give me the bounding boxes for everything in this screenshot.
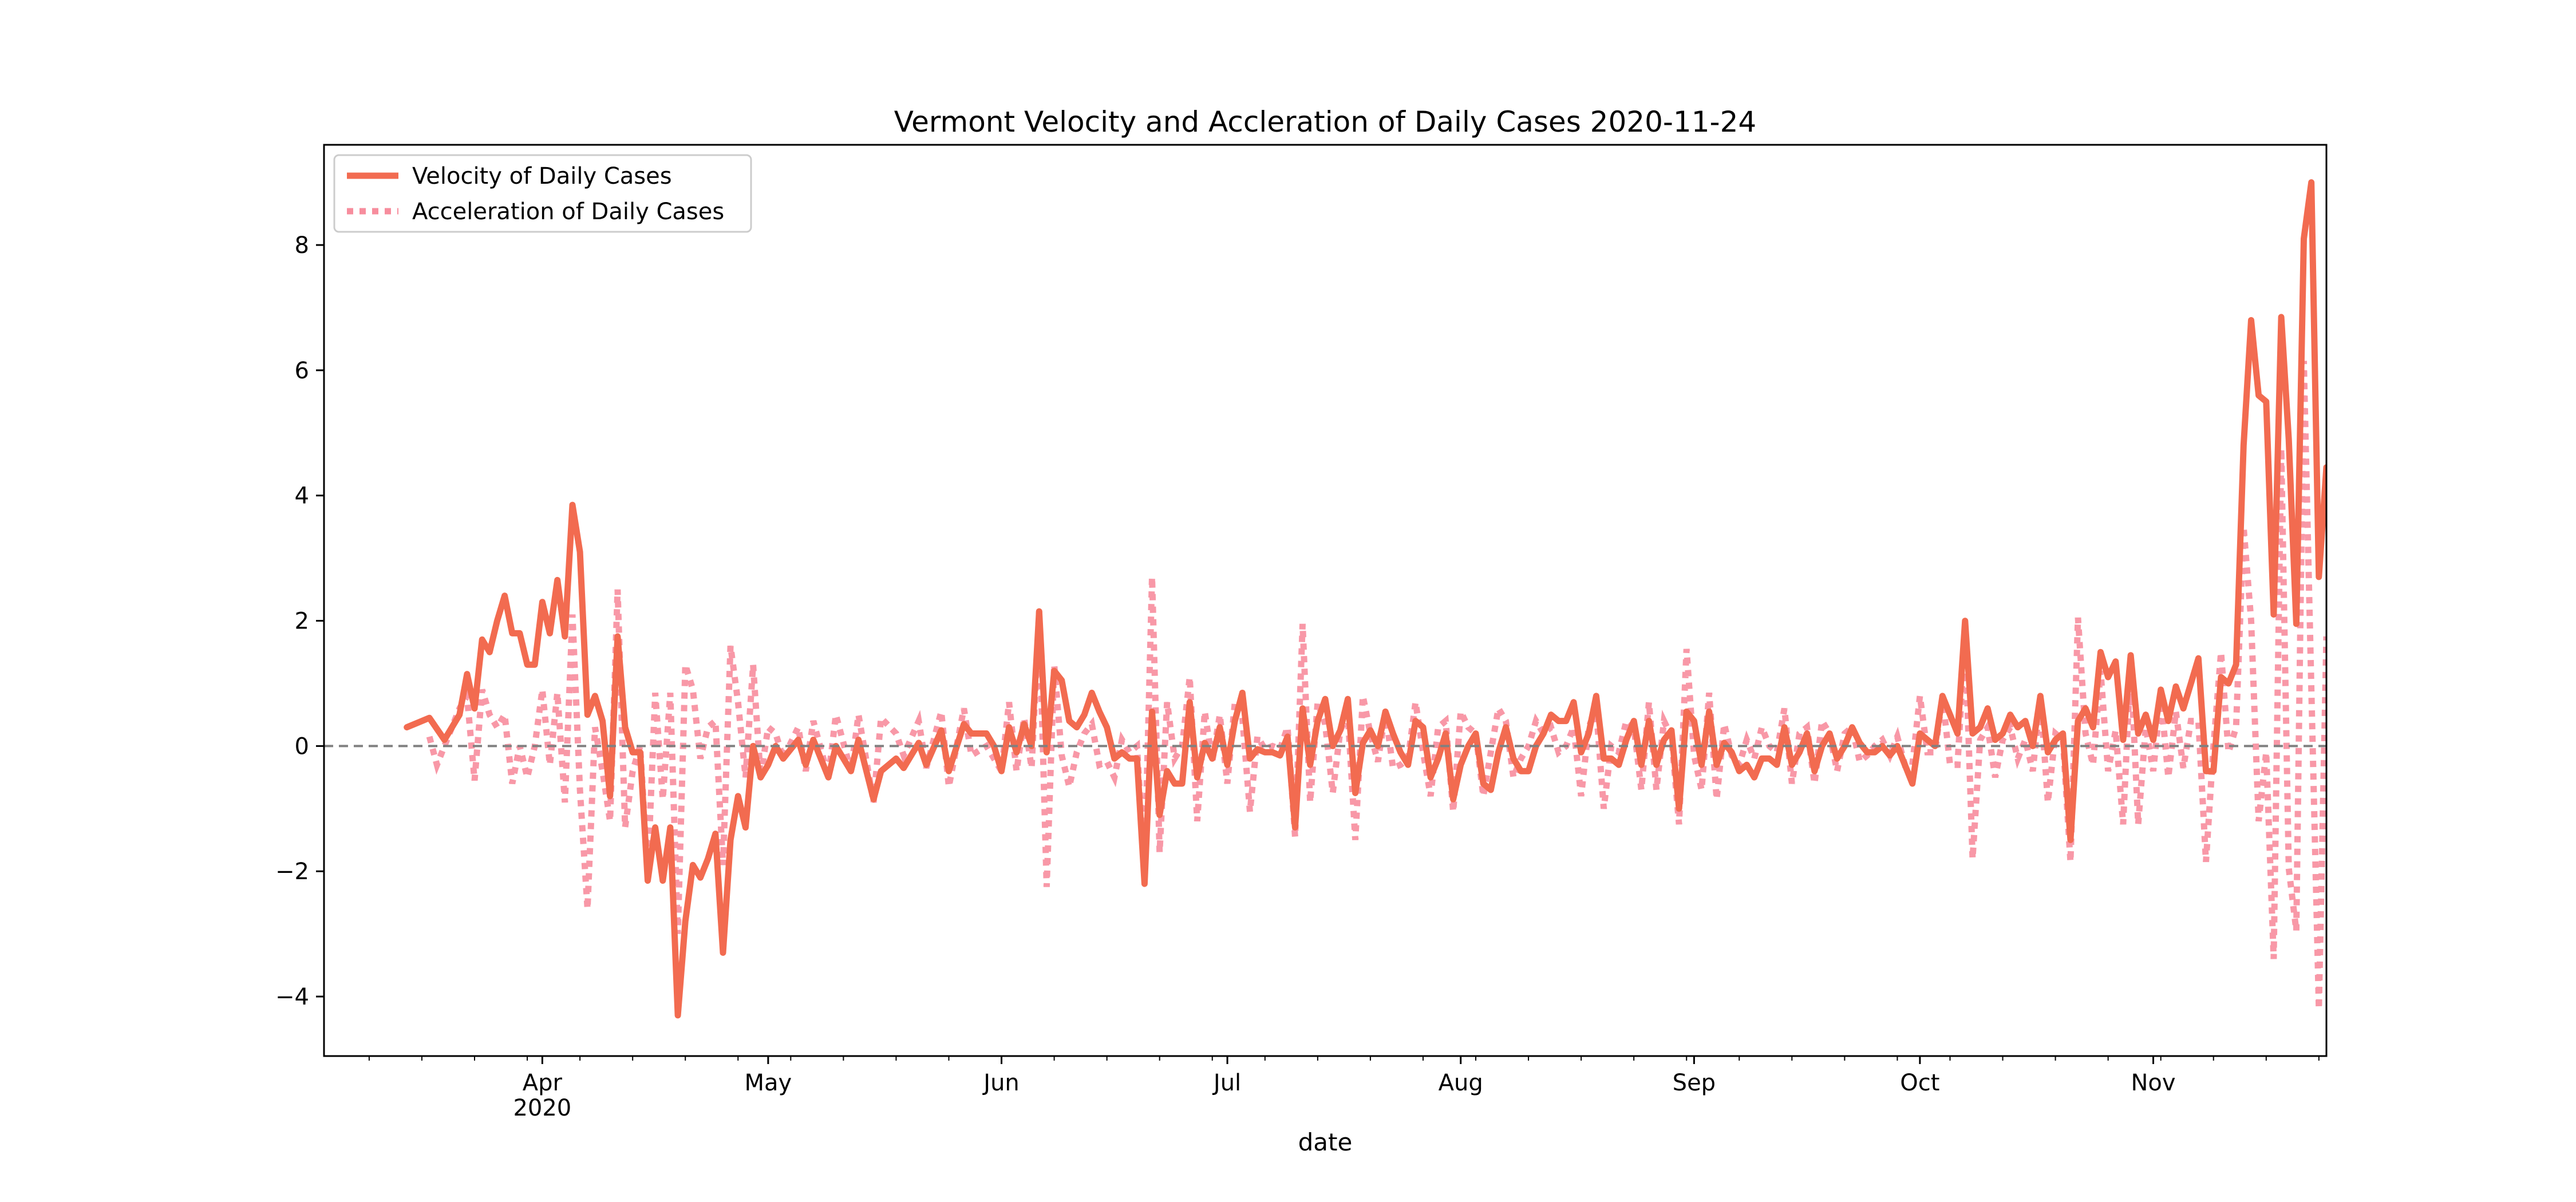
legend-box bbox=[333, 154, 752, 233]
x-tick-label: May bbox=[745, 1070, 792, 1096]
chart-title: Vermont Velocity and Accleration of Dail… bbox=[894, 105, 1756, 139]
y-tick-label: 8 bbox=[295, 232, 309, 259]
axes-frame bbox=[323, 144, 2328, 1057]
x-tick-label: Apr bbox=[523, 1070, 563, 1096]
legend-label-velocity: Velocity of Daily Cases bbox=[412, 163, 672, 189]
x-tick-year-label: 2020 bbox=[513, 1095, 571, 1121]
y-tick-label: 0 bbox=[295, 733, 309, 760]
x-tick-label: Aug bbox=[1439, 1070, 1483, 1096]
legend: Velocity of Daily Cases Acceleration of … bbox=[333, 154, 752, 233]
legend-label-acceleration: Acceleration of Daily Cases bbox=[412, 199, 724, 225]
x-axis-title: date bbox=[1298, 1128, 1353, 1156]
x-tick-label: Sep bbox=[1673, 1070, 1716, 1096]
x-tick-label: Jun bbox=[982, 1070, 1020, 1096]
y-tick-label: 6 bbox=[295, 358, 309, 384]
y-tick-label: −2 bbox=[275, 859, 309, 885]
velocity-series-line bbox=[404, 179, 2326, 1019]
y-tick-label: 2 bbox=[295, 608, 309, 635]
x-tick-label: Nov bbox=[2131, 1070, 2176, 1096]
x-tick-label: Oct bbox=[1900, 1070, 1939, 1096]
y-tick-label: 4 bbox=[295, 483, 309, 509]
y-tick-label: −4 bbox=[275, 984, 309, 1010]
x-tick-label: Jul bbox=[1212, 1070, 1241, 1096]
